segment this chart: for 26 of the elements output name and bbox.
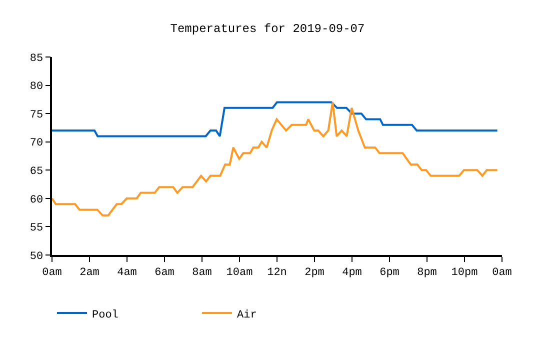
legend-label: Air: [237, 309, 257, 322]
x-tick-label: 12n: [267, 266, 287, 279]
legend-label: Pool: [92, 309, 118, 322]
y-tick-label: 65: [30, 166, 44, 178]
y-tick-label: 75: [30, 109, 44, 122]
line-series: [52, 101, 498, 138]
chart-title: Temperatures for 2019-09-07: [170, 22, 365, 36]
y-tick-label: 55: [30, 222, 44, 235]
x-tick-label: 4pm: [342, 266, 362, 279]
x-tick-label: 4am: [117, 266, 138, 279]
x-tick-label: 0am: [42, 266, 62, 279]
x-tick-label: 6pm: [380, 266, 400, 279]
x-tick-label: 6am: [154, 266, 175, 279]
x-tick-label: 2pm: [304, 266, 325, 279]
x-tick-label: 8pm: [417, 266, 438, 279]
x-tick-label: 2am: [80, 266, 100, 279]
x-tick-label: 10pm: [451, 266, 478, 279]
x-tick-label: 10am: [226, 266, 254, 279]
y-tick-label: 85: [30, 52, 44, 65]
y-tick-label: 70: [30, 138, 44, 150]
x-tick-label: 8am: [192, 266, 212, 279]
y-tick-label: 60: [30, 194, 44, 206]
y-tick-label: 80: [30, 81, 44, 94]
y-tick-label: 50: [30, 250, 44, 263]
line-series: [52, 101, 498, 216]
x-tick-label: 0am: [492, 266, 512, 279]
